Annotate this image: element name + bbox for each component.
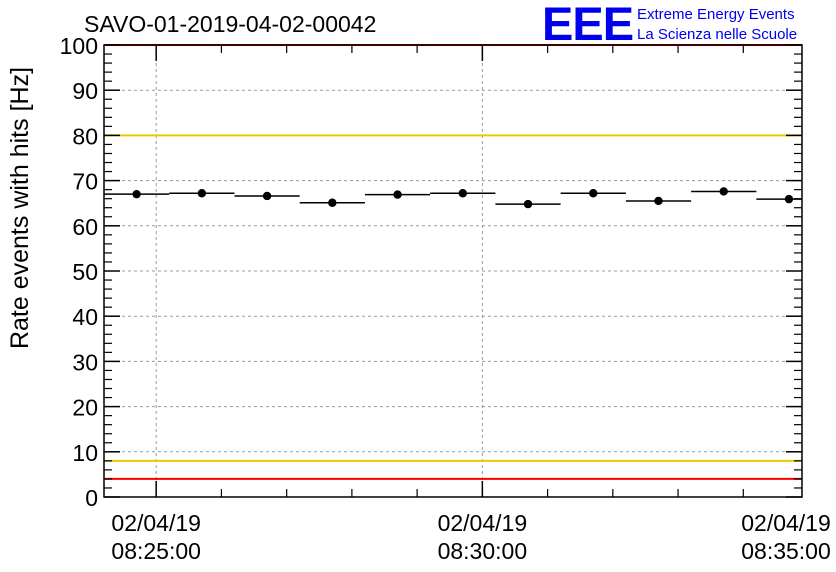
data-point-marker bbox=[132, 189, 141, 199]
data-point bbox=[104, 189, 170, 199]
data-point-marker bbox=[393, 190, 402, 199]
reference-lines bbox=[104, 44, 802, 480]
eee-logo-mark: EEE bbox=[542, 0, 633, 50]
y-tick-label: 30 bbox=[72, 349, 98, 375]
x-tick-time: 08:25:00 bbox=[111, 538, 201, 564]
eee-logo-line2: La Scienza nelle Scuole bbox=[637, 26, 797, 43]
data-point bbox=[495, 199, 561, 209]
x-tick-date: 02/04/19 bbox=[741, 510, 831, 536]
data-points bbox=[104, 187, 802, 209]
y-tick-label: 40 bbox=[72, 304, 98, 330]
y-tick-label: 70 bbox=[72, 169, 98, 195]
data-point-marker bbox=[197, 189, 207, 198]
x-tick-time: 08:30:00 bbox=[438, 538, 528, 564]
data-point-marker bbox=[458, 189, 467, 198]
x-tick-date: 02/04/19 bbox=[111, 510, 201, 536]
data-point-marker bbox=[719, 187, 728, 196]
data-point-marker bbox=[523, 199, 533, 209]
data-point-marker bbox=[262, 191, 272, 201]
y-tick-label: 10 bbox=[72, 440, 98, 466]
y-tick-label: 100 bbox=[60, 33, 98, 59]
data-point bbox=[299, 198, 365, 207]
data-point bbox=[625, 196, 692, 206]
eee-logo-line1: Extreme Energy Events bbox=[637, 6, 795, 23]
y-tick-label: 80 bbox=[72, 123, 98, 149]
data-point bbox=[691, 187, 757, 196]
data-point-marker bbox=[784, 194, 794, 204]
y-axis-label: Rate events with hits [Hz] bbox=[6, 67, 34, 349]
grid-layer bbox=[104, 45, 802, 497]
y-tick-label: 0 bbox=[85, 485, 98, 511]
y-tick-label: 50 bbox=[72, 259, 98, 285]
x-tick-date: 02/04/19 bbox=[438, 510, 528, 536]
y-tick-label: 90 bbox=[72, 78, 98, 104]
data-point-marker bbox=[589, 189, 598, 198]
y-tick-label: 60 bbox=[72, 214, 98, 240]
y-tick-label: 20 bbox=[72, 395, 98, 421]
data-point bbox=[364, 190, 431, 199]
x-tick-time: 08:35:00 bbox=[741, 538, 831, 564]
data-point bbox=[234, 191, 300, 201]
data-point-marker bbox=[328, 198, 337, 207]
data-point bbox=[169, 189, 235, 198]
data-point-marker bbox=[654, 196, 663, 206]
data-point bbox=[430, 189, 496, 198]
data-point bbox=[560, 189, 626, 198]
eee-logo: EEE Extreme Energy Events La Scienza nel… bbox=[542, 0, 797, 50]
chart-title: SAVO-01-2019-04-02-00042 bbox=[84, 11, 376, 37]
axes: 010203040506070809010002/04/1908:25:0002… bbox=[60, 33, 831, 564]
